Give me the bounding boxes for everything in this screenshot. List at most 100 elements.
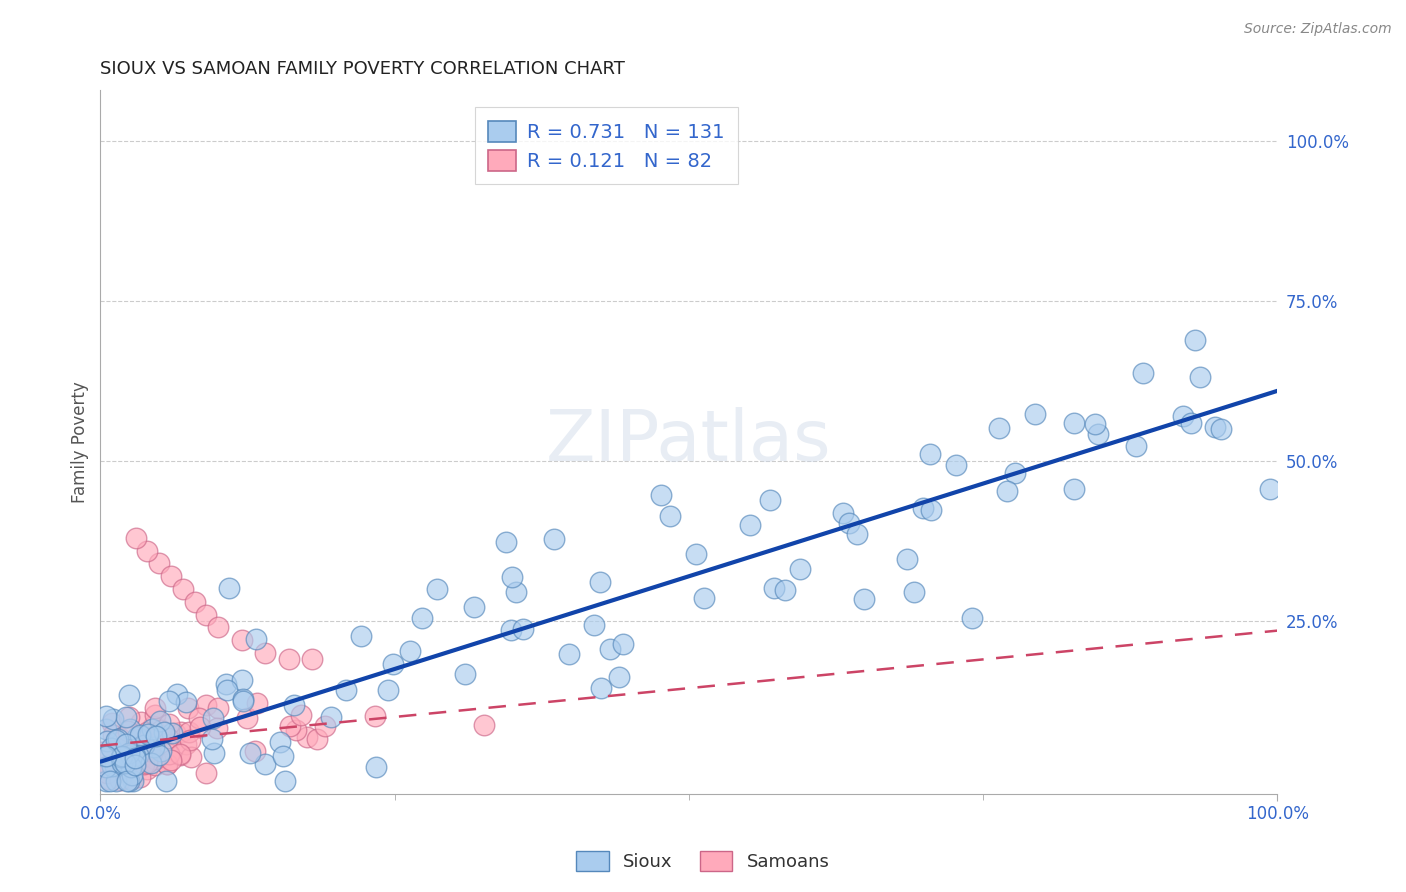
Point	[156, 757, 179, 772]
Point	[314, 719, 336, 733]
Point	[124, 751, 146, 765]
Point	[111, 753, 134, 767]
Point	[166, 687, 188, 701]
Point	[114, 756, 136, 770]
Point	[232, 692, 254, 706]
Point	[1063, 416, 1085, 430]
Point	[111, 757, 134, 772]
Point	[463, 600, 485, 615]
Point	[124, 758, 146, 772]
Point	[650, 488, 672, 502]
Point	[301, 652, 323, 666]
Point	[156, 757, 179, 772]
Point	[132, 738, 155, 752]
Point	[114, 710, 136, 724]
Point	[232, 694, 254, 708]
Point	[118, 710, 141, 724]
Text: SIOUX VS SAMOAN FAMILY POVERTY CORRELATION CHART: SIOUX VS SAMOAN FAMILY POVERTY CORRELATI…	[100, 60, 626, 78]
Point	[117, 749, 139, 764]
Point	[142, 719, 165, 733]
Point	[111, 749, 134, 764]
Point	[591, 681, 613, 695]
Point	[160, 726, 183, 740]
Point	[852, 592, 875, 607]
Point	[903, 584, 925, 599]
Point	[1087, 426, 1109, 441]
Point	[1084, 417, 1107, 432]
Point	[96, 748, 118, 763]
Point	[101, 712, 124, 726]
Point	[789, 562, 811, 576]
Point	[97, 758, 120, 772]
Point	[231, 673, 253, 688]
Point	[141, 722, 163, 736]
Point	[254, 757, 277, 772]
Point	[122, 747, 145, 761]
Point	[143, 758, 166, 772]
Point	[131, 715, 153, 730]
Point	[920, 447, 942, 461]
Point	[1184, 333, 1206, 347]
Point	[911, 500, 934, 515]
Point	[180, 749, 202, 764]
Point	[135, 762, 157, 776]
Point	[188, 711, 211, 725]
Point	[169, 747, 191, 762]
Point	[246, 696, 269, 710]
Point	[290, 708, 312, 723]
Point	[995, 484, 1018, 499]
Point	[127, 731, 149, 746]
Point	[101, 728, 124, 742]
Point	[215, 683, 238, 698]
Point	[114, 741, 136, 756]
Point	[195, 765, 218, 780]
Point	[100, 740, 122, 755]
Point	[269, 735, 291, 749]
Point	[128, 744, 150, 758]
Point	[381, 657, 404, 671]
Point	[111, 756, 134, 770]
Point	[149, 743, 172, 757]
Point	[136, 756, 159, 770]
Point	[188, 721, 211, 735]
Point	[231, 633, 253, 648]
Point	[920, 503, 942, 517]
Point	[1024, 407, 1046, 421]
Point	[738, 518, 761, 533]
Point	[118, 746, 141, 760]
Point	[124, 531, 146, 545]
Point	[172, 582, 194, 596]
Point	[97, 772, 120, 786]
Point	[125, 731, 148, 745]
Point	[110, 750, 132, 764]
Point	[114, 761, 136, 775]
Point	[685, 547, 707, 561]
Legend: Sioux, Samoans: Sioux, Samoans	[569, 844, 837, 879]
Point	[108, 731, 131, 745]
Point	[472, 718, 495, 732]
Point	[1204, 419, 1226, 434]
Point	[305, 731, 328, 746]
Point	[96, 733, 118, 747]
Point	[96, 765, 118, 780]
Point	[118, 773, 141, 788]
Point	[1171, 409, 1194, 423]
Point	[160, 754, 183, 768]
Point	[1125, 439, 1147, 453]
Point	[183, 595, 205, 609]
Point	[115, 773, 138, 788]
Point	[156, 731, 179, 745]
Point	[285, 723, 308, 737]
Point	[599, 642, 621, 657]
Point	[143, 708, 166, 723]
Point	[987, 421, 1010, 435]
Point	[105, 773, 128, 788]
Point	[128, 770, 150, 784]
Point	[136, 543, 159, 558]
Point	[693, 591, 716, 606]
Point	[174, 694, 197, 708]
Point	[132, 739, 155, 753]
Point	[277, 652, 299, 666]
Point	[377, 682, 399, 697]
Point	[945, 458, 967, 473]
